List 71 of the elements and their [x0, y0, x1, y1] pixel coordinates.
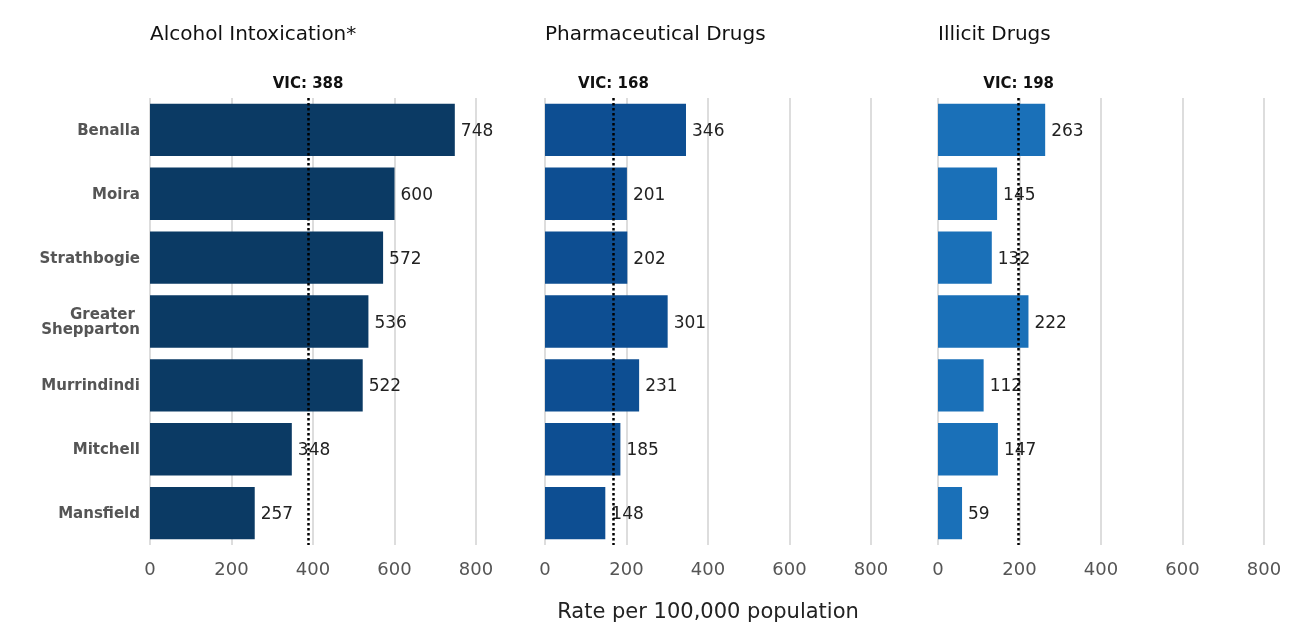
data-label: 348 [297, 439, 331, 460]
data-label: 522 [368, 375, 402, 396]
bar [938, 103, 1046, 157]
data-label: 202 [633, 247, 666, 268]
chart-title: Alcohol Intoxication* [150, 21, 357, 45]
bar [150, 167, 395, 220]
bar [938, 295, 1029, 348]
bar [938, 167, 998, 220]
bar [150, 423, 292, 476]
ref-line-label: VIC: 388 [272, 73, 344, 92]
x-axis-title: Rate per 100,000 population [557, 598, 859, 623]
data-label: 572 [389, 247, 422, 268]
bar [150, 295, 369, 348]
data-label: 257 [260, 503, 294, 524]
ref-line-label: VIC: 198 [983, 73, 1055, 92]
x-tick-label: 200 [609, 557, 644, 579]
x-tick-label: 200 [1002, 557, 1037, 579]
data-label: 748 [460, 119, 494, 140]
y-tick-label: Mitchell [72, 440, 140, 459]
y-tick-label: Mansfield [58, 504, 140, 523]
x-tick-label: 600 [377, 557, 412, 579]
bar [938, 423, 998, 476]
data-label: 148 [611, 503, 644, 524]
bar [545, 103, 686, 157]
data-label: 185 [626, 439, 659, 460]
bar [938, 231, 992, 284]
bar [545, 231, 628, 284]
x-tick-label: 800 [853, 557, 889, 579]
y-tick-label: Moira [92, 184, 140, 203]
x-tick-label: 0 [539, 557, 551, 579]
x-tick-label: 400 [690, 557, 726, 579]
bar [150, 103, 455, 157]
x-tick-label: 200 [214, 557, 249, 579]
x-tick-label: 400 [295, 557, 331, 579]
data-label: 112 [989, 375, 1023, 396]
y-tick-label: Greater Shepparton [41, 305, 140, 338]
data-label: 132 [997, 247, 1031, 268]
bar [938, 359, 984, 412]
ref-line-label: VIC: 168 [578, 73, 649, 92]
x-tick-label: 800 [1246, 557, 1282, 579]
data-label: 600 [400, 183, 433, 204]
bar [150, 486, 255, 540]
data-label: 536 [374, 311, 407, 332]
bar [545, 423, 621, 476]
bar [150, 359, 363, 412]
data-label: 145 [1003, 183, 1036, 204]
chart-title: Illicit Drugs [938, 21, 1051, 45]
x-tick-label: 0 [932, 557, 944, 579]
data-label: 147 [1003, 439, 1037, 460]
bar [545, 359, 640, 412]
data-label: 59 [968, 503, 990, 524]
data-label: 231 [645, 375, 678, 396]
x-tick-label: 600 [1165, 557, 1200, 579]
data-label: 346 [691, 119, 725, 140]
chart-title: Pharmaceutical Drugs [545, 21, 766, 45]
y-tick-label: Benalla [77, 120, 140, 139]
bar [150, 231, 384, 284]
bar [938, 486, 963, 540]
bar [545, 295, 668, 348]
y-tick-label: Murrindindi [41, 376, 140, 395]
x-tick-label: 400 [1083, 557, 1119, 579]
bar [545, 167, 627, 220]
x-tick-label: 800 [458, 557, 494, 579]
y-tick-label: Strathbogie [39, 248, 140, 267]
data-label: 222 [1034, 311, 1067, 332]
bar [545, 486, 606, 540]
x-tick-label: 600 [772, 557, 807, 579]
data-label: 301 [673, 311, 707, 332]
x-tick-label: 0 [144, 557, 156, 579]
data-label: 201 [632, 183, 666, 204]
data-label: 263 [1051, 119, 1084, 140]
